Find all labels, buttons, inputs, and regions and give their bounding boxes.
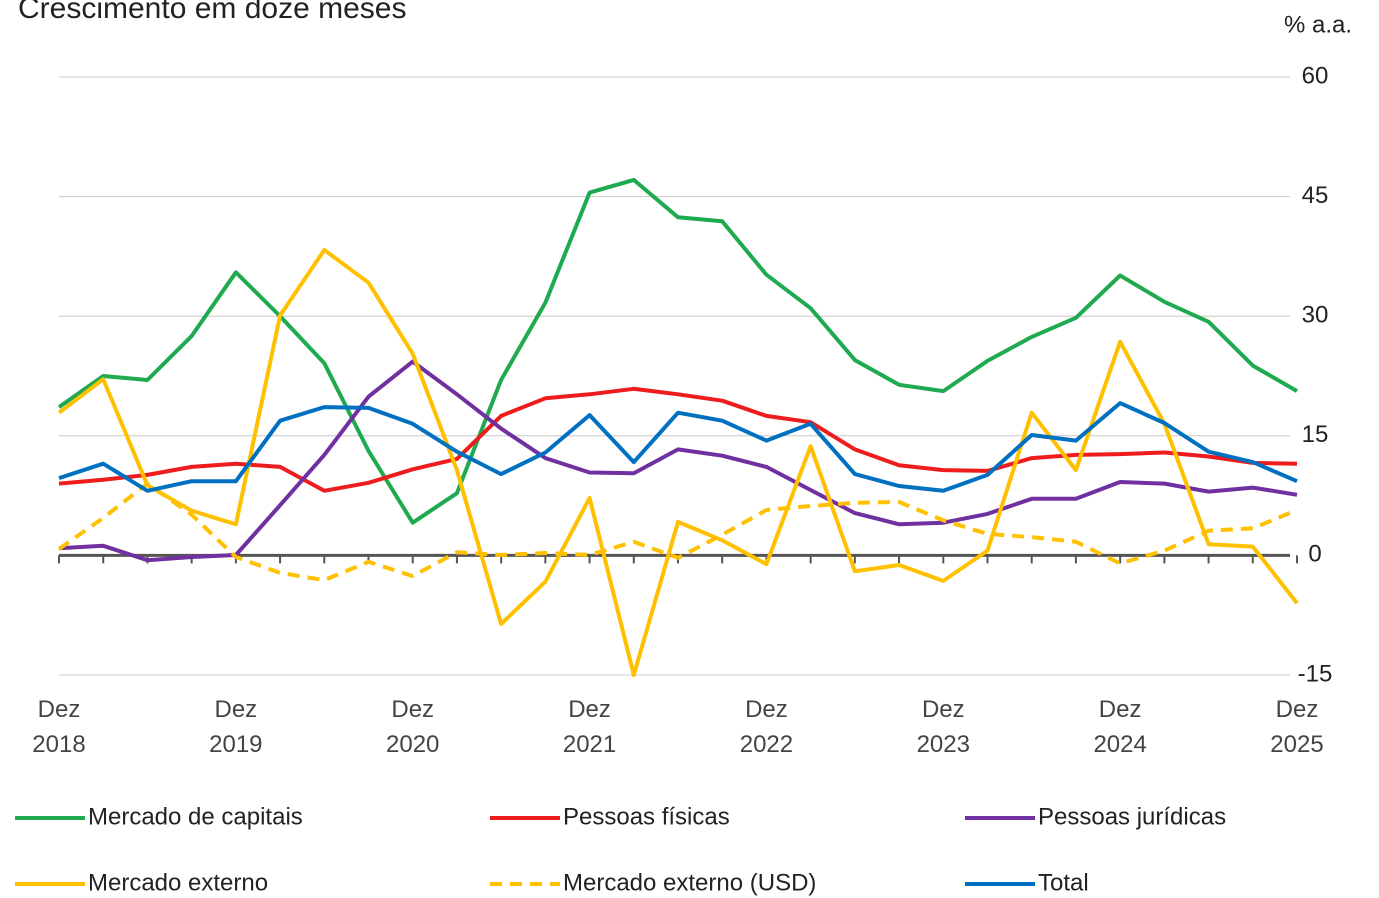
legend-label: Total: [1038, 869, 1089, 896]
series-line: [57, 177, 1298, 525]
legend-label: Mercado de capitais: [88, 803, 303, 830]
series-line: [57, 481, 1298, 583]
x-tick-label: Dez 2019: [209, 696, 263, 758]
y-tick-label: -15: [1298, 660, 1333, 687]
x-tick-label: Dez 2024: [1093, 696, 1147, 758]
legend-label: Mercado externo (USD): [563, 869, 816, 896]
legend-label: Mercado externo: [88, 869, 268, 896]
x-tick-label: Dez 2021: [562, 696, 617, 758]
unit-label: % a.a.: [1284, 11, 1352, 38]
legend-label: Pessoas físicas: [563, 803, 730, 830]
series-line: [58, 401, 1298, 493]
y-tick-label: 30: [1302, 302, 1329, 329]
series-line: [58, 386, 1298, 493]
y-tick-label: 60: [1302, 62, 1329, 89]
x-tick-label: Dez 2018: [32, 696, 86, 758]
series-line: [58, 359, 1298, 563]
x-tick-label: Dez 2022: [739, 696, 794, 758]
y-tick-label: 45: [1302, 182, 1329, 209]
x-tick-label: Dez 2025: [1270, 696, 1324, 758]
x-tick-label: Dez 2023: [916, 696, 970, 758]
y-tick-label: 15: [1302, 421, 1329, 448]
legend-label: Pessoas jurídicas: [1038, 803, 1226, 830]
x-tick-label: Dez 2020: [386, 696, 440, 758]
y-tick-label: 0: [1308, 541, 1321, 568]
chart-title: Crescimento em doze meses: [18, 0, 406, 25]
